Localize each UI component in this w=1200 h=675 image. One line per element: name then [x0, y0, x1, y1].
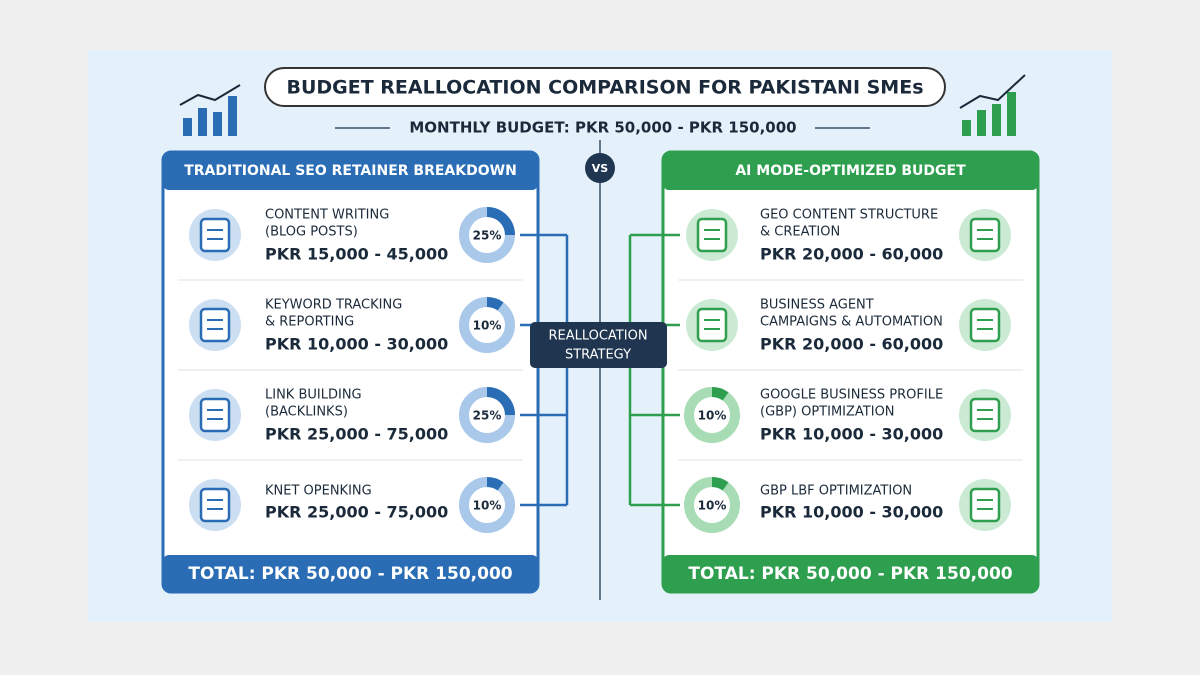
- subtitle: MONTHLY BUDGET: PKR 50,000 - PKR 150,000: [409, 119, 796, 137]
- item-range: PKR 10,000 - 30,000: [760, 425, 943, 444]
- donut-arc: [459, 207, 515, 263]
- icon: [696, 307, 728, 343]
- panel-total: TOTAL: PKR 50,000 - PKR 150,000: [688, 564, 1012, 584]
- item-label: GEO CONTENT STRUCTURE: [760, 208, 938, 223]
- panel-header: [163, 152, 538, 190]
- title-box: [264, 67, 946, 107]
- icon: [969, 307, 1001, 343]
- item-label: BUSINESS AGENT: [760, 298, 874, 313]
- donut-arc: [459, 477, 515, 533]
- donut-label: 10%: [698, 499, 727, 513]
- item-range: PKR 20,000 - 60,000: [760, 335, 943, 354]
- item-label: & REPORTING: [265, 315, 354, 330]
- vs-badge: [585, 153, 615, 183]
- donut-label: 25%: [473, 409, 502, 423]
- icon: [969, 397, 1001, 433]
- item-range: PKR 25,000 - 75,000: [265, 425, 448, 444]
- donut-arc: [684, 477, 740, 533]
- icon: [199, 397, 231, 433]
- panel-total: TOTAL: PKR 50,000 - PKR 150,000: [188, 564, 512, 584]
- total-bar: [663, 555, 1038, 592]
- item-label: (BACKLINKS): [265, 405, 348, 420]
- item-label: CONTENT WRITING: [265, 208, 389, 223]
- panel-title: TRADITIONAL SEO RETAINER BREAKDOWN: [184, 163, 517, 179]
- bar-icon: [179, 84, 241, 136]
- item-label: LINK BUILDING: [265, 388, 362, 403]
- donut-label: 10%: [473, 319, 502, 333]
- donut-arc: [459, 297, 515, 353]
- donut-label: 10%: [698, 409, 727, 423]
- icon: [969, 217, 1001, 253]
- panel-header: [663, 152, 1038, 190]
- bar-icon: [959, 74, 1026, 136]
- icon: [199, 487, 231, 523]
- item-label: CAMPAIGNS & AUTOMATION: [760, 315, 943, 330]
- item-label: GBP LBF OPTIMIZATION: [760, 484, 912, 499]
- total-bar: [163, 555, 538, 592]
- icon: [199, 217, 231, 253]
- icon: [696, 217, 728, 253]
- item-range: PKR 20,000 - 60,000: [760, 245, 943, 264]
- item-range: PKR 15,000 - 45,000: [265, 245, 448, 264]
- item-label: & CREATION: [760, 225, 840, 240]
- item-range: PKR 10,000 - 30,000: [265, 335, 448, 354]
- donut-label: 10%: [473, 499, 502, 513]
- donut-arc: [684, 387, 740, 443]
- item-label: KNET OPENKING: [265, 484, 372, 499]
- item-label: GOOGLE BUSINESS PROFILE: [760, 388, 943, 403]
- item-range: PKR 10,000 - 30,000: [760, 503, 943, 522]
- item-label: KEYWORD TRACKING: [265, 298, 402, 313]
- title: BUDGET REALLOCATION COMPARISON FOR PAKIS…: [286, 77, 923, 99]
- item-label: (GBP) OPTIMIZATION: [760, 405, 895, 420]
- item-label: (BLOG POSTS): [265, 225, 358, 240]
- panel-title: AI MODE-OPTIMIZED BUDGET: [735, 163, 966, 179]
- strategy-label: REALLOCATION: [548, 329, 647, 344]
- item-range: PKR 25,000 - 75,000: [265, 503, 448, 522]
- icon: [199, 307, 231, 343]
- donut-label: 25%: [473, 229, 502, 243]
- icon: [969, 487, 1001, 523]
- vs-label: VS: [592, 162, 609, 175]
- strategy-label: STRATEGY: [565, 348, 631, 363]
- donut-arc: [459, 387, 515, 443]
- strategy-box: [530, 322, 667, 368]
